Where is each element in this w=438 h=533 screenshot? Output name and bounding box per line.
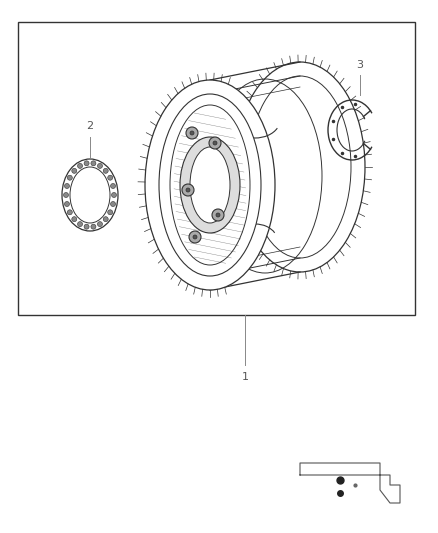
Circle shape (91, 224, 96, 229)
Circle shape (110, 201, 116, 206)
Ellipse shape (159, 94, 261, 276)
Ellipse shape (180, 137, 240, 233)
Circle shape (64, 192, 68, 198)
Text: 2: 2 (86, 121, 94, 131)
Circle shape (108, 210, 113, 215)
Circle shape (64, 201, 70, 206)
Circle shape (216, 213, 220, 217)
Circle shape (193, 235, 197, 239)
Ellipse shape (235, 62, 365, 272)
Circle shape (213, 141, 217, 145)
Circle shape (182, 184, 194, 196)
Ellipse shape (170, 105, 250, 265)
Circle shape (190, 131, 194, 135)
Circle shape (186, 127, 198, 139)
Circle shape (78, 164, 82, 168)
Circle shape (67, 210, 72, 215)
Ellipse shape (62, 159, 118, 231)
Bar (18, 22, 415, 315)
Circle shape (110, 183, 116, 189)
Circle shape (189, 231, 201, 243)
Circle shape (84, 161, 89, 166)
Circle shape (91, 161, 96, 166)
Circle shape (84, 224, 89, 229)
Circle shape (108, 175, 113, 180)
Circle shape (98, 222, 102, 227)
Circle shape (98, 164, 102, 168)
Circle shape (78, 222, 82, 227)
Circle shape (209, 137, 221, 149)
Circle shape (186, 188, 190, 192)
Text: 3: 3 (357, 60, 364, 70)
Circle shape (103, 168, 108, 173)
Circle shape (64, 183, 70, 189)
Ellipse shape (145, 80, 275, 290)
Circle shape (72, 217, 77, 222)
Circle shape (112, 192, 117, 198)
Circle shape (72, 168, 77, 173)
Ellipse shape (190, 147, 230, 223)
Circle shape (67, 175, 72, 180)
Text: 1: 1 (241, 372, 248, 382)
Circle shape (103, 217, 108, 222)
Circle shape (212, 209, 224, 221)
